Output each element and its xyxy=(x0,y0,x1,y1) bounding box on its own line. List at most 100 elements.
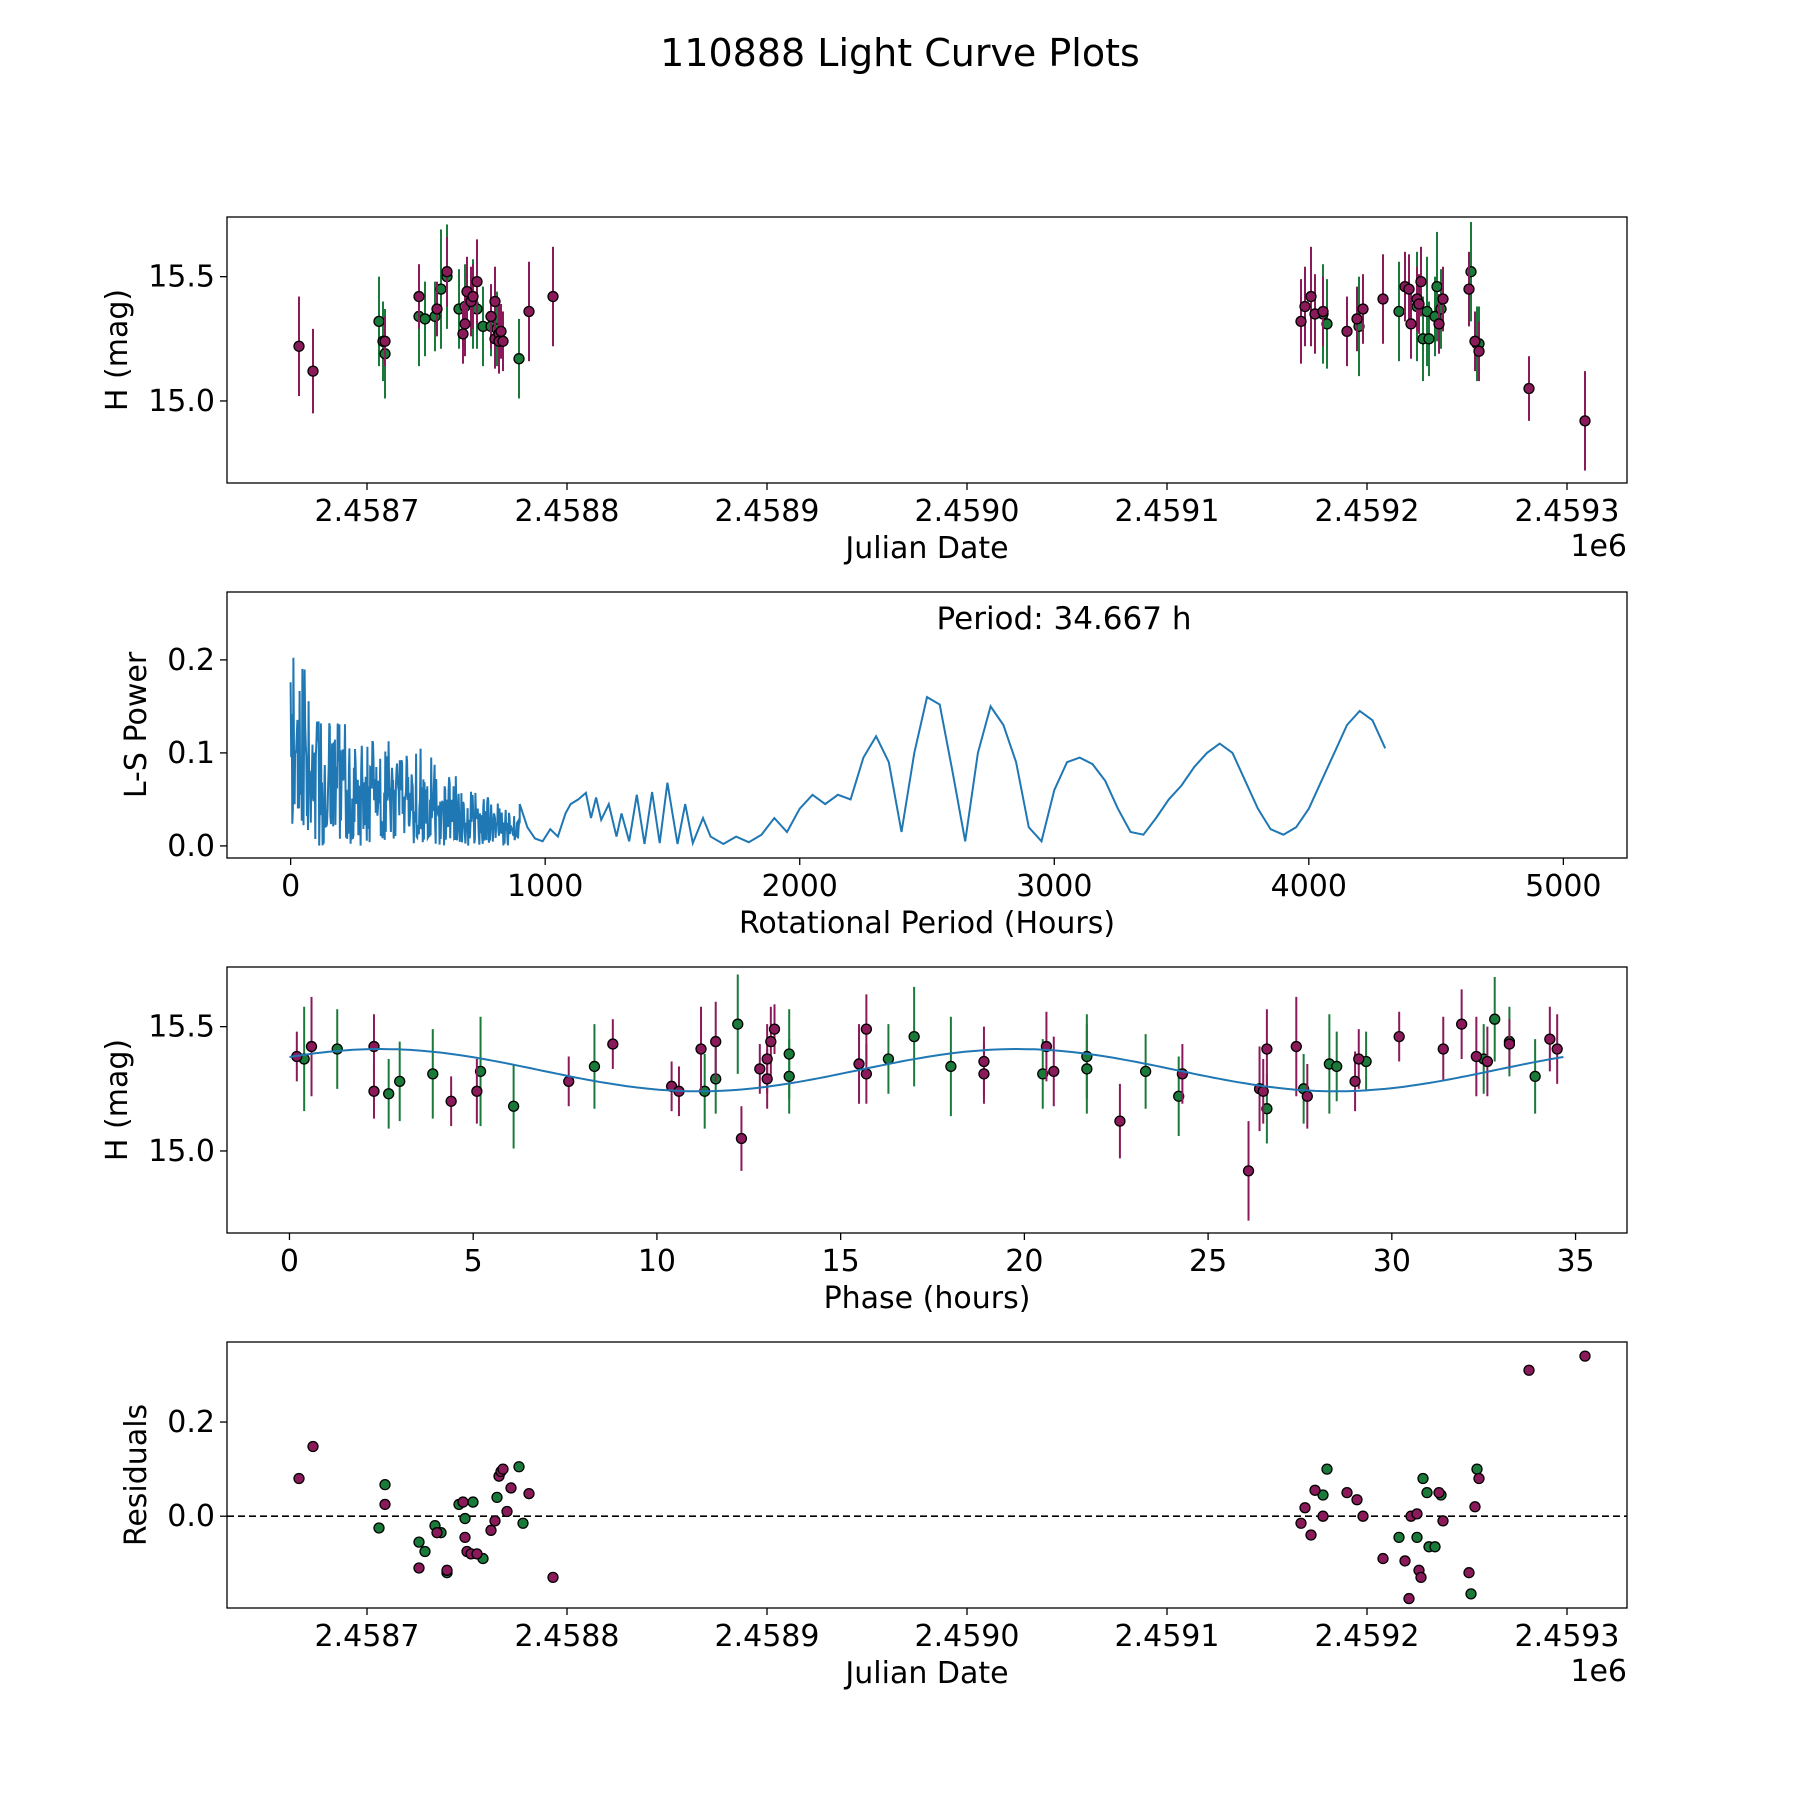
panel-0-frame xyxy=(226,216,1628,484)
data-point-g xyxy=(379,1479,391,1491)
data-point-r xyxy=(1353,1053,1365,1065)
data-point-g xyxy=(419,1545,431,1558)
y-tick-label: 0.1 xyxy=(167,736,215,771)
data-point-r xyxy=(489,1515,501,1527)
data-point-r xyxy=(471,1548,483,1560)
x-tick-label: 10 xyxy=(638,1244,676,1279)
y-tick-label: 0.2 xyxy=(167,1405,215,1440)
data-point-g xyxy=(1471,1463,1483,1475)
data-point-r xyxy=(467,290,479,303)
data-point-r xyxy=(1305,1529,1317,1541)
x-tick-label: 20 xyxy=(1005,1244,1043,1279)
data-point-r xyxy=(1305,290,1317,303)
data-point-g xyxy=(373,1522,385,1534)
data-point-g xyxy=(1423,333,1435,345)
data-point-r xyxy=(765,1035,777,1048)
data-point-g xyxy=(1173,1090,1185,1102)
x-tick-label: 2.4588 xyxy=(515,494,620,529)
data-point-g xyxy=(783,1048,795,1060)
panel-3-ylabel: Residuals xyxy=(119,1404,154,1546)
data-point-r xyxy=(497,1463,509,1475)
data-point-r xyxy=(1463,1567,1475,1579)
data-point-r xyxy=(1403,1592,1415,1605)
panel-2-ylabel: H (mag) xyxy=(100,1039,135,1161)
data-point-r xyxy=(735,1132,748,1145)
data-point-g xyxy=(908,1030,920,1043)
data-point-g xyxy=(467,1496,479,1508)
data-point-r xyxy=(307,365,319,377)
data-point-g xyxy=(1081,1063,1093,1075)
data-point-r xyxy=(523,1487,535,1500)
panel-0-ylabel: H (mag) xyxy=(100,289,135,411)
data-point-g xyxy=(1435,303,1447,315)
data-point-g xyxy=(1331,1060,1343,1073)
panel-1-ylabel: L-S Power xyxy=(119,651,154,798)
data-point-g xyxy=(1417,1472,1429,1485)
data-point-r xyxy=(1523,382,1535,395)
x-tick-label: 2.4589 xyxy=(715,494,820,529)
data-point-g xyxy=(1321,1463,1333,1475)
x-tick-label: 2.4593 xyxy=(1515,494,1620,529)
data-point-r xyxy=(1295,315,1307,328)
x-tick-label: 25 xyxy=(1189,1244,1227,1279)
x-tick-label: 2.4588 xyxy=(515,1619,620,1654)
data-point-r xyxy=(485,1524,497,1536)
data-point-g xyxy=(383,1088,395,1100)
data-point-r xyxy=(607,1038,619,1050)
data-point-g xyxy=(513,1461,525,1473)
data-point-g xyxy=(945,1060,957,1073)
y-tick-label: 15.0 xyxy=(148,1134,215,1169)
data-point-r xyxy=(1257,1085,1269,1097)
data-point-r xyxy=(1341,1487,1353,1499)
data-point-r xyxy=(1405,318,1417,330)
data-point-r xyxy=(293,340,305,352)
data-point-r xyxy=(1349,1075,1361,1088)
data-point-g xyxy=(394,1075,406,1088)
data-point-r xyxy=(1351,313,1363,325)
y-tick-label: 0.2 xyxy=(167,643,215,678)
period-annotation: Period: 34.667 h xyxy=(937,601,1192,637)
data-point-r xyxy=(307,1440,319,1453)
panel-light-curve: H (mag) Julian Date 1e6 2.4587 2.4588 2.45… xyxy=(100,216,1628,566)
data-point-g xyxy=(732,1018,744,1030)
data-point-r xyxy=(1473,345,1485,357)
x-tick-label: 3000 xyxy=(1016,869,1092,904)
data-point-r xyxy=(1551,1043,1563,1055)
data-point-r xyxy=(431,1527,443,1539)
data-point-g xyxy=(1489,1013,1501,1025)
data-point-r xyxy=(1341,325,1353,338)
data-point-g xyxy=(459,1512,471,1525)
data-point-r xyxy=(1399,1555,1411,1567)
data-point-r xyxy=(1242,1165,1255,1177)
data-point-g xyxy=(1261,1103,1273,1115)
data-point-r xyxy=(1481,1055,1494,1068)
x-tick-label: 2.4587 xyxy=(315,494,420,529)
data-point-r xyxy=(1433,318,1445,330)
x-tick-label: 5000 xyxy=(1525,869,1601,904)
data-point-r xyxy=(1544,1033,1556,1045)
panel-3-xlabel: Julian Date xyxy=(843,1656,1008,1691)
data-point-r xyxy=(413,1562,425,1574)
data-point-r xyxy=(1261,1043,1273,1055)
data-point-r xyxy=(1377,293,1389,305)
data-point-r xyxy=(547,1571,559,1584)
periodogram-line xyxy=(289,657,1387,847)
x-tick-label: 4000 xyxy=(1271,869,1347,904)
data-point-r xyxy=(305,1040,318,1053)
data-point-g xyxy=(1139,1065,1152,1078)
data-point-r xyxy=(459,1531,471,1544)
panel-1-frame xyxy=(226,591,1628,859)
data-point-g xyxy=(507,1100,520,1112)
data-point-r xyxy=(1470,1050,1482,1063)
data-point-g xyxy=(1393,305,1405,318)
data-point-r xyxy=(368,1085,380,1097)
data-point-r xyxy=(768,1023,781,1035)
panel-0-offset-label: 1e6 xyxy=(1570,529,1627,564)
x-tick-label: 2.4593 xyxy=(1515,1619,1620,1654)
panel-residuals: Residuals Julian Date 1e6 2.4587 2.4588 2.… xyxy=(119,1341,1628,1691)
x-tick-label: 2.4592 xyxy=(1315,494,1420,529)
data-point-r xyxy=(853,1058,865,1070)
panel-0-xlabel: Julian Date xyxy=(843,531,1008,566)
data-point-r xyxy=(1309,1484,1321,1496)
